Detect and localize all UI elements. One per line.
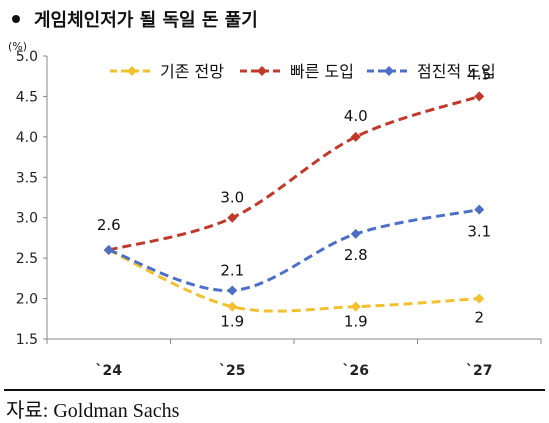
x-tick-label: `24 [96,363,123,379]
y-tick-label: 3.5 [16,170,38,186]
x-tick-label: `25 [219,363,245,379]
legend-marker [257,66,267,76]
x-tick-label: `26 [343,363,369,379]
y-tick-label: 1.5 [16,332,38,348]
legend-marker [127,66,137,76]
data-point-marker [474,204,485,215]
y-tick-label: 4.0 [16,130,38,146]
series-line [108,95,480,252]
data-point-marker [474,91,485,102]
legend-label: 점진적 도입 [417,62,496,81]
data-label: 2 [474,309,484,327]
bullet-icon [12,15,20,23]
source-note: 자료: Goldman Sachs [6,400,180,422]
y-tick-label: 3.0 [16,211,38,227]
x-tick-label: `27 [466,363,492,379]
data-point-marker [350,228,361,239]
series-line [108,208,480,292]
y-unit-label: (%) [8,40,27,53]
y-tick-label: 5.0 [16,49,38,65]
chart-title: 게임체인저가 될 독일 돈 풀기 [34,10,258,31]
series-line [108,248,480,313]
data-point-marker [350,131,361,142]
data-label: 2.1 [220,261,244,279]
data-point-marker [227,285,238,296]
y-tick-label: 4.5 [16,89,38,105]
legend-label: 기존 전망 [160,62,224,81]
data-label: 4.5 [467,65,491,83]
data-point-marker [227,212,238,223]
title-row: 게임체인저가 될 독일 돈 풀기 [12,4,258,34]
data-label: 1.9 [344,313,368,331]
y-tick-label: 2.0 [16,292,38,308]
data-label: 1.9 [220,313,244,331]
legend-label: 빠른 도입 [290,62,354,81]
source-divider [4,389,545,391]
data-point-marker [103,245,114,256]
data-label: 3.1 [467,223,491,241]
data-point-marker [474,293,485,304]
data-point-marker [350,301,361,312]
data-label: 2.8 [344,246,368,264]
data-point-marker [227,301,238,312]
y-tick-label: 2.5 [16,251,38,267]
line-chart: 1.52.02.53.03.54.04.55.0(%)`24 `25 `26 `27 … [8,40,542,379]
legend-marker [384,66,394,76]
data-label: 3.0 [220,189,244,207]
data-label: 2.6 [97,216,121,234]
data-label: 4.0 [344,107,368,125]
